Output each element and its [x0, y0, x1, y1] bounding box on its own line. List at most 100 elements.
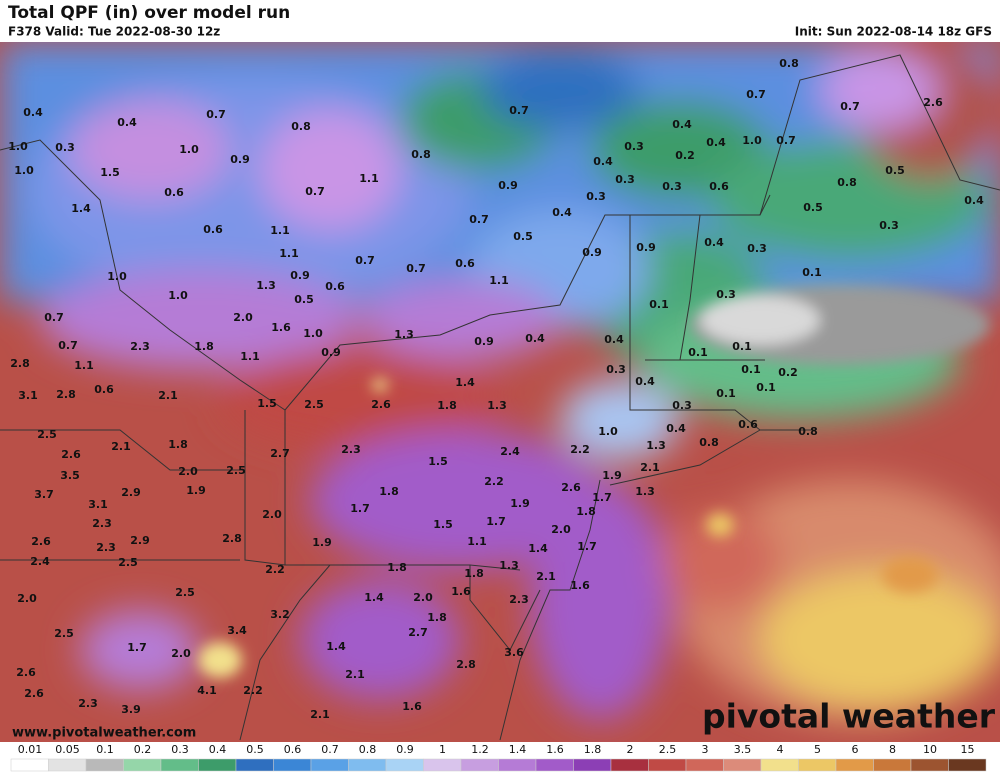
- legend-swatch: [685, 758, 724, 772]
- legend-label: 0.6: [284, 743, 302, 756]
- qpf-label: 2.2: [484, 475, 504, 488]
- qpf-label: 0.1: [741, 363, 761, 376]
- qpf-label: 2.2: [570, 443, 590, 456]
- legend-label: 5: [814, 743, 821, 756]
- qpf-label: 1.0: [8, 140, 28, 153]
- qpf-label: 3.9: [121, 703, 141, 716]
- qpf-label: 0.3: [662, 180, 682, 193]
- qpf-label: 0.5: [513, 230, 533, 243]
- legend-swatch: [123, 758, 162, 772]
- legend-label: 2: [627, 743, 634, 756]
- legend-swatch: [273, 758, 312, 772]
- legend-swatch: [48, 758, 87, 772]
- qpf-label: 0.3: [747, 242, 767, 255]
- qpf-label: 0.1: [649, 298, 669, 311]
- qpf-label: 0.5: [294, 293, 314, 306]
- qpf-label: 2.9: [121, 486, 141, 499]
- legend-label: 0.8: [359, 743, 377, 756]
- legend-swatch: [910, 758, 949, 772]
- qpf-label: 2.0: [178, 465, 198, 478]
- legend-label: 3: [702, 743, 709, 756]
- qpf-label: 0.1: [688, 346, 708, 359]
- qpf-label: 1.0: [14, 164, 34, 177]
- qpf-label: 2.2: [243, 684, 263, 697]
- legend-label: 8: [889, 743, 896, 756]
- qpf-label: 1.4: [364, 591, 384, 604]
- logo: pivotal weather: [702, 697, 996, 736]
- qpf-label: 2.0: [233, 311, 253, 324]
- qpf-label: 1.1: [279, 247, 299, 260]
- legend-label: 3.5: [734, 743, 752, 756]
- qpf-label: 0.4: [117, 116, 137, 129]
- legend-swatch: [385, 758, 424, 772]
- legend-swatch: [310, 758, 349, 772]
- qpf-label: 0.4: [552, 206, 572, 219]
- qpf-label: 0.7: [58, 339, 78, 352]
- qpf-label: 1.1: [240, 350, 260, 363]
- qpf-label: 3.5: [60, 469, 80, 482]
- qpf-label: 2.3: [509, 593, 529, 606]
- qpf-label: 2.6: [31, 535, 51, 548]
- qpf-label: 1.8: [464, 567, 484, 580]
- qpf-label: 2.7: [270, 447, 290, 460]
- qpf-label: 1.7: [592, 491, 612, 504]
- qpf-label: 2.0: [262, 508, 282, 521]
- qpf-label: 1.5: [433, 518, 453, 531]
- legend-label: 10: [923, 743, 937, 756]
- qpf-label: 2.8: [10, 357, 30, 370]
- qpf-label: 0.8: [411, 148, 431, 161]
- qpf-label: 0.6: [94, 383, 114, 396]
- qpf-label: 2.1: [158, 389, 178, 402]
- qpf-label: 1.1: [270, 224, 290, 237]
- qpf-label: 1.8: [194, 340, 214, 353]
- precip-field: 0.40.40.70.80.70.80.72.60.70.40.30.20.4 1…: [0, 42, 1000, 742]
- qpf-label: 2.6: [16, 666, 36, 679]
- qpf-label: 0.4: [964, 194, 984, 207]
- qpf-label: 1.8: [427, 611, 447, 624]
- qpf-label: 2.5: [118, 556, 138, 569]
- qpf-label: 2.3: [92, 517, 112, 530]
- qpf-label: 0.3: [586, 190, 606, 203]
- qpf-label: 0.4: [604, 333, 624, 346]
- qpf-label: 2.9: [130, 534, 150, 547]
- qpf-label: 1.7: [350, 502, 370, 515]
- qpf-label: 0.9: [321, 346, 341, 359]
- legend-label: 15: [961, 743, 975, 756]
- legend-swatch: [535, 758, 574, 772]
- title: Total QPF (in) over model run: [8, 3, 290, 23]
- qpf-label: 1.1: [467, 535, 487, 548]
- qpf-label: 0.2: [675, 149, 695, 162]
- legend-swatch: [723, 758, 762, 772]
- legend-swatch: [610, 758, 649, 772]
- qpf-label: 1.8: [168, 438, 188, 451]
- legend-label: 6: [852, 743, 859, 756]
- qpf-label: 1.3: [499, 559, 519, 572]
- qpf-label: 0.4: [593, 155, 613, 168]
- qpf-label: 1.7: [127, 641, 147, 654]
- qpf-label: 1.9: [602, 469, 622, 482]
- legend-swatch: [348, 758, 387, 772]
- qpf-label: 2.8: [456, 658, 476, 671]
- legend-label: 1: [439, 743, 446, 756]
- qpf-label: 3.4: [227, 624, 247, 637]
- legend-swatch: [423, 758, 462, 772]
- qpf-label: 1.5: [257, 397, 277, 410]
- qpf-label: 1.3: [646, 439, 666, 452]
- qpf-label: 0.4: [525, 332, 545, 345]
- qpf-label: 0.8: [779, 57, 799, 70]
- legend-label: 0.3: [171, 743, 189, 756]
- qpf-label: 1.8: [379, 485, 399, 498]
- qpf-label: 0.4: [672, 118, 692, 131]
- qpf-label: 1.5: [428, 455, 448, 468]
- qpf-label: 0.6: [709, 180, 729, 193]
- qpf-label: 2.5: [304, 398, 324, 411]
- qpf-label: 2.1: [640, 461, 660, 474]
- legend: 0.01 0.05 0.1 0.2 0.3 0.4 0.5 0.6 0.7 0.8 0.9 1 1.2 1…: [10, 743, 987, 772]
- qpf-label: 0.3: [55, 141, 75, 154]
- qpf-label: 0.6: [325, 280, 345, 293]
- legend-swatch: [10, 758, 49, 772]
- qpf-label: 0.9: [474, 335, 494, 348]
- qpf-label: 1.4: [455, 376, 475, 389]
- qpf-label: 1.4: [71, 202, 91, 215]
